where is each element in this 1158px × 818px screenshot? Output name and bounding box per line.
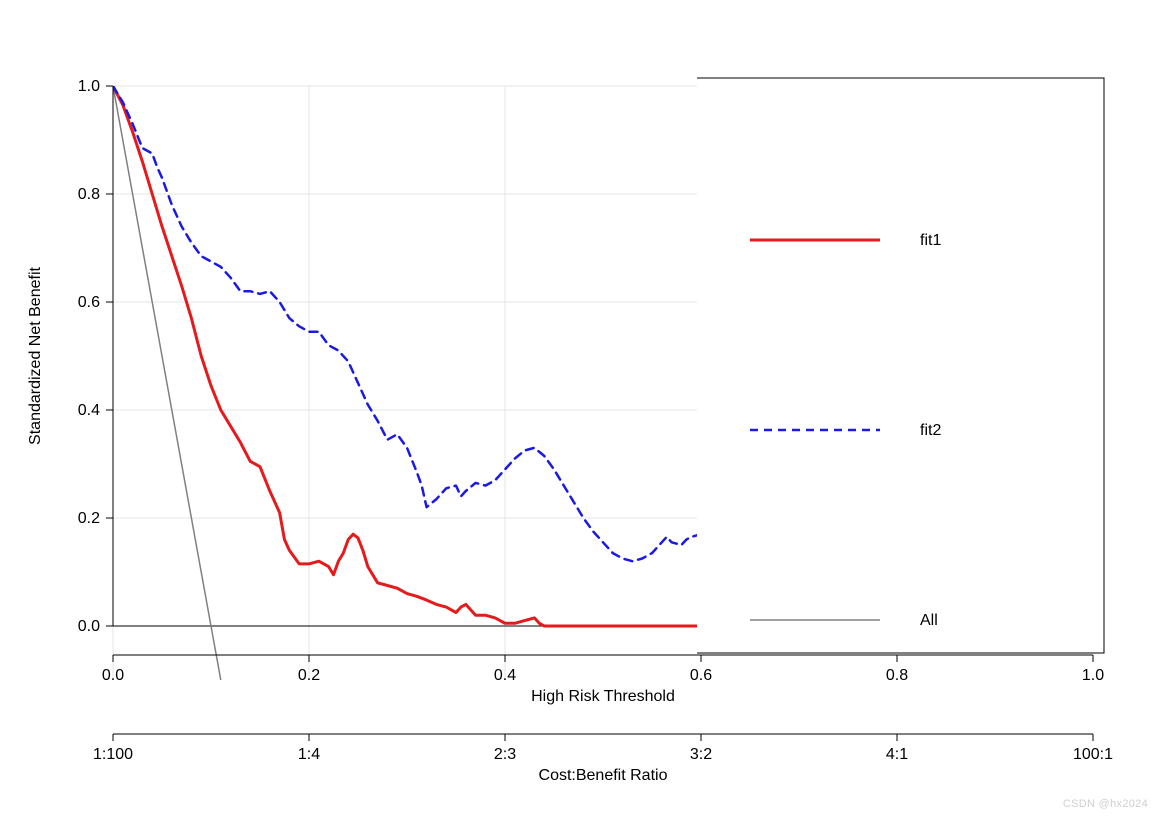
- chart-svg: 0.0 0.2 0.4 0.6 0.8 1.0 Standardized Net Benef…: [0, 0, 1158, 818]
- y-tick-label: 0.4: [78, 402, 100, 419]
- legend-label-fit2: fit2: [920, 422, 941, 439]
- x-tick-label: 1.0: [1082, 667, 1104, 684]
- x-tick-label: 0.2: [298, 667, 320, 684]
- watermark: CSDN @hx2024: [1063, 798, 1148, 810]
- legend-box: [697, 78, 1104, 653]
- x2-axis-label: Cost:Benefit Ratio: [539, 767, 668, 784]
- y-tick-label: 0.8: [78, 186, 100, 203]
- legend-label-fit1: fit1: [920, 232, 941, 249]
- y-tick-label: 1.0: [78, 78, 100, 95]
- x2-tick-label: 100:1: [1073, 746, 1113, 763]
- legend-label-All: All: [920, 612, 938, 629]
- series-fit1: [113, 86, 721, 626]
- y-tick-label: 0.0: [78, 618, 100, 635]
- x-tick-label: 0.8: [886, 667, 908, 684]
- dca-chart: 0.0 0.2 0.4 0.6 0.8 1.0 Standardized Net Benef…: [0, 0, 1158, 818]
- y-axis-label: Standardized Net Benefit: [27, 267, 44, 445]
- x-axis-label: High Risk Threshold: [531, 688, 675, 705]
- x2-tick-label: 4:1: [886, 746, 908, 763]
- x-tick-label: 0.4: [494, 667, 516, 684]
- x-tick-label: 0.6: [690, 667, 712, 684]
- x2-tick-label: 1:100: [93, 746, 133, 763]
- y-tick-label: 0.6: [78, 294, 100, 311]
- y-tick-label: 0.2: [78, 510, 100, 527]
- x2-tick-label: 3:2: [690, 746, 712, 763]
- x2-tick-label: 2:3: [494, 746, 516, 763]
- x2-tick-label: 1:4: [298, 746, 320, 763]
- x-tick-label: 0.0: [102, 667, 124, 684]
- series-fit2: [113, 86, 721, 561]
